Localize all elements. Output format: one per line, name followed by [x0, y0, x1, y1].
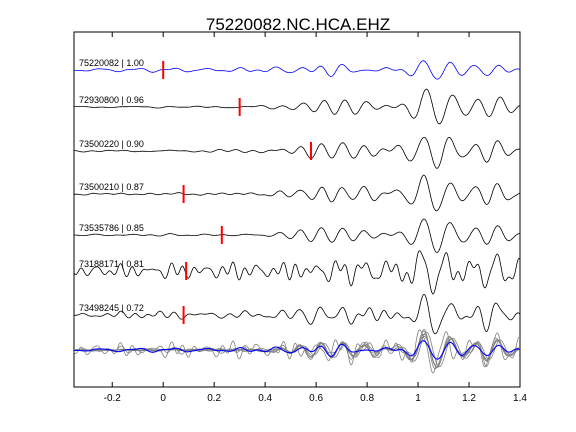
trace-label-7: 73498245 | 0.72: [79, 303, 144, 313]
x-tick-label-9: 1.4: [513, 393, 527, 404]
trace-line-7: [73, 293, 521, 335]
trace-label-3: 73500220 | 0.90: [79, 139, 144, 149]
x-tick-label-2: 0: [160, 393, 166, 404]
chart-title: 75220082.NC.HCA.EHZ: [206, 15, 390, 34]
pick-markers: [162, 61, 313, 324]
x-tick-label-3: 0.2: [207, 393, 221, 404]
overlay-line-7: [73, 328, 521, 370]
x-tick-label-6: 0.8: [360, 393, 374, 404]
x-tick-label-7: 1: [415, 393, 421, 404]
overlay-master-line: [74, 340, 521, 360]
traces-layer: [73, 60, 521, 335]
trace-line-2: [73, 88, 521, 125]
x-axis: -0.2 0 0.2 0.4 0.6 0.8 1 1.2 1.4: [104, 32, 527, 404]
trace-line-4: [74, 174, 521, 212]
trace-line-1: [74, 60, 521, 80]
x-tick-label-5: 0.6: [309, 393, 323, 404]
trace-label-5: 73535786 | 0.85: [79, 223, 144, 233]
x-tick-label-4: 0.4: [258, 393, 272, 404]
trace-label-2: 72930800 | 0.96: [79, 95, 144, 105]
trace-label-1: 75220082 | 1.00: [79, 58, 144, 68]
trace-line-5: [74, 218, 520, 253]
axes-frame: [73, 31, 521, 388]
x-tick-label-8: 1.2: [462, 393, 476, 404]
overlay-stack: [73, 328, 521, 374]
x-tick-label-1: -0.2: [104, 393, 122, 404]
trace-labels: 75220082 | 1.00 72930800 | 0.96 73500220 |…: [79, 58, 144, 313]
trace-label-4: 73500210 | 0.87: [79, 182, 144, 192]
overlay-line-6: [73, 329, 521, 374]
trace-line-6: [73, 250, 521, 295]
trace-label-6: 73188171 | 0.81: [79, 259, 144, 269]
trace-line-3: [74, 136, 521, 169]
